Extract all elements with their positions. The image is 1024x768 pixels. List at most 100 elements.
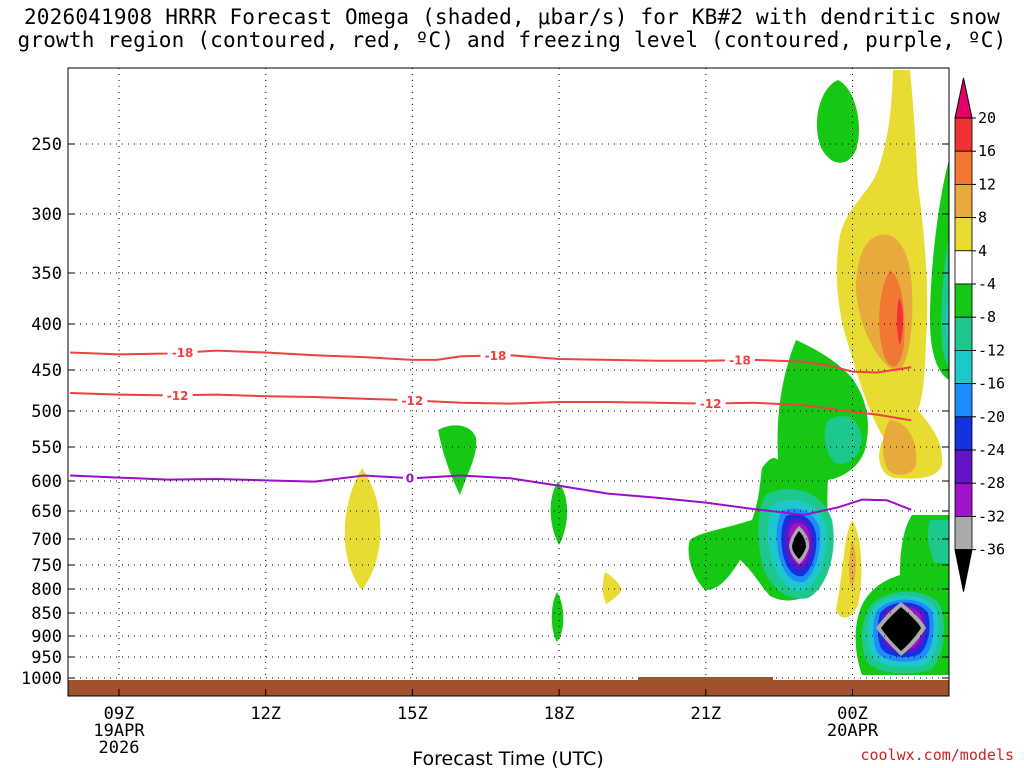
colorbar-triangle-bottom — [954, 549, 973, 592]
x-tick-label: 00Z — [837, 704, 868, 724]
colorbar-swatch — [954, 217, 973, 252]
colorbar-label: -4 — [978, 275, 996, 293]
y-tick-label: 550 — [31, 438, 62, 458]
colorbar-label: -36 — [978, 541, 1005, 559]
contour-label: -18 — [729, 354, 751, 368]
omega-region-negative — [816, 80, 859, 163]
contour-label-bg — [162, 388, 193, 403]
contour-label: -12 — [700, 397, 722, 411]
omega-shading — [344, 70, 949, 675]
omega-region-positive — [836, 520, 862, 618]
contour-label-bg — [397, 393, 428, 408]
ground-bar-top — [638, 677, 773, 681]
omega-region-positive — [849, 540, 856, 590]
title-line-2: growth region (contoured, red, ºC) and f… — [17, 28, 1007, 52]
omega-region-negative — [946, 290, 949, 350]
contour-label-bg — [480, 348, 511, 363]
colorbar-label: -16 — [978, 375, 1005, 393]
omega-region-positive — [344, 468, 381, 590]
omega-region-positive — [882, 420, 917, 475]
y-axis: 250 300 350 400 450 500 550 600 650 700 750 800 850 9… — [21, 135, 949, 689]
y-tick-label: 850 — [31, 604, 62, 624]
colorbar-label: -24 — [978, 441, 1005, 459]
x-tick-label: 09Z — [104, 704, 135, 724]
x-tick-date: 19APR — [93, 721, 145, 741]
omega-region-negative — [792, 531, 806, 559]
contour-label-bg — [402, 471, 417, 486]
colorbar-triangle-top — [954, 77, 973, 119]
credit-text: coolwx.com/models — [860, 746, 1014, 764]
y-tick-label: 750 — [31, 556, 62, 576]
colorbar-label: 12 — [978, 175, 996, 193]
omega-region-positive — [896, 298, 903, 345]
y-tick-label: 900 — [31, 627, 62, 647]
omega-region-negative — [550, 482, 568, 545]
y-tick-label: 250 — [31, 135, 62, 155]
contour-label-bg — [725, 353, 756, 368]
colorbar-label: 8 — [978, 209, 987, 227]
omega-region-negative — [927, 520, 949, 563]
colorbar-swatch — [954, 316, 973, 351]
x-axis-title: Forecast Time (UTC) — [412, 748, 603, 768]
colorbar-swatch — [954, 150, 973, 185]
colorbar-swatch — [954, 183, 973, 218]
y-tick-label: 1000 — [21, 669, 62, 689]
y-tick-label: 350 — [31, 264, 62, 284]
colorbar-label: 16 — [978, 142, 996, 160]
colorbar-swatch — [954, 516, 973, 551]
contours: -18 -18 -18 -12 -12 -12 0 — [70, 345, 912, 516]
colorbar-swatch — [954, 283, 973, 318]
y-tick-label: 650 — [31, 502, 62, 522]
omega-region-negative — [881, 607, 921, 651]
omega-region-negative — [824, 416, 862, 464]
omega-region-negative — [438, 425, 477, 495]
y-tick-label: 300 — [31, 205, 62, 225]
x-tick-label: 15Z — [397, 704, 428, 724]
omega-region-negative — [551, 592, 564, 642]
colorbar-swatch — [954, 349, 973, 384]
ground-bar — [68, 680, 949, 696]
y-tick-label: 450 — [31, 361, 62, 381]
contour-line — [70, 474, 912, 516]
x-tick-year: 2026 — [99, 738, 140, 758]
y-tick-label: 800 — [31, 580, 62, 600]
contour-label: -12 — [402, 394, 424, 408]
plot-frame — [67, 67, 950, 697]
colorbar: 20 16 12 8 4 -4 -8 -12 -16 -20 -24 -28 -32 -36 — [954, 77, 1005, 592]
colorbar-label: -32 — [978, 507, 1005, 525]
contour-label: 0 — [406, 472, 414, 486]
colorbar-swatch — [954, 449, 973, 484]
colorbar-swatch — [954, 117, 973, 152]
x-tick-label: 12Z — [250, 704, 281, 724]
colorbar-label: -20 — [978, 408, 1005, 426]
contour-label: -12 — [167, 389, 189, 403]
colorbar-label: 4 — [978, 242, 987, 260]
y-tick-label: 950 — [31, 648, 62, 668]
colorbar-swatch — [954, 482, 973, 517]
y-tick-label: 400 — [31, 315, 62, 335]
colorbar-label: 20 — [978, 109, 996, 127]
omega-region-positive — [602, 572, 622, 604]
y-tick-label: 600 — [31, 472, 62, 492]
colorbar-label: -8 — [978, 308, 996, 326]
y-tick-label: 500 — [31, 402, 62, 422]
colorbar-swatch — [954, 383, 973, 418]
omega-region-positive — [879, 270, 905, 367]
title-line-1: 2026041908 HRRR Forecast Omega (shaded, … — [23, 5, 1001, 29]
colorbar-label: -12 — [978, 341, 1005, 359]
colorbar-label: -28 — [978, 474, 1005, 492]
contour-label: -18 — [485, 349, 507, 363]
colorbar-swatch — [954, 250, 973, 285]
x-tick-label: 21Z — [690, 704, 721, 724]
colorbar-swatch — [954, 416, 973, 451]
contour-line — [70, 391, 912, 422]
x-tick-date: 20APR — [827, 721, 879, 741]
x-tick-label: 18Z — [544, 704, 575, 724]
chart-title: 2026041908 HRRR Forecast Omega (shaded, … — [0, 6, 1024, 52]
contour-label-bg — [167, 345, 198, 360]
contour-label-bg — [695, 396, 726, 411]
contour-label: -18 — [172, 346, 194, 360]
y-tick-label: 700 — [31, 530, 62, 550]
